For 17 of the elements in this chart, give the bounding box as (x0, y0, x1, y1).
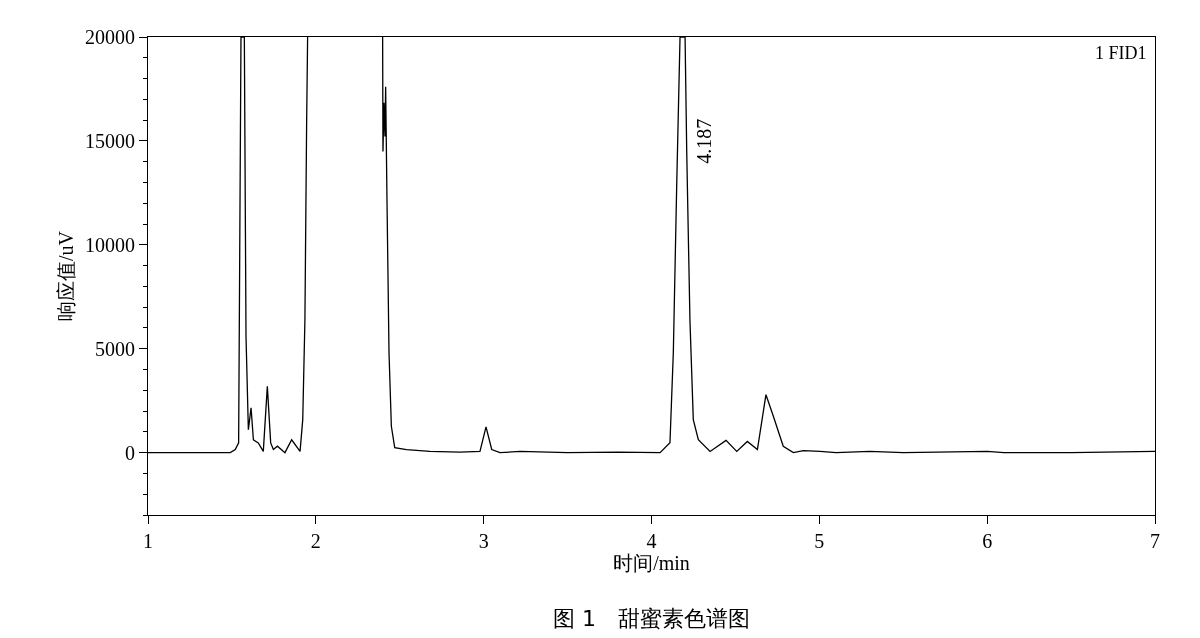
y-axis-title: 响应值/uV (54, 230, 77, 321)
y-tick-label: 10000 (85, 233, 135, 256)
caption: 图 1 甜蜜素色谱图 (553, 606, 750, 631)
x-tick-label: 2 (310, 530, 321, 552)
x-axis-title: 时间/min (613, 552, 690, 574)
annotation: 4.187 (692, 118, 715, 164)
x-tick-label: 6 (982, 530, 993, 552)
x-tick-label: 5 (814, 530, 825, 552)
x-tick-label: 1 (143, 530, 153, 552)
x-tick-label: 7 (1150, 530, 1160, 552)
x-tick-label: 4 (646, 530, 657, 552)
y-tick-label: 0 (125, 441, 135, 464)
y-tick-label: 5000 (95, 337, 135, 360)
y-tick-label: 15000 (85, 129, 135, 152)
y-tick-label: 20000 (85, 26, 135, 48)
x-tick-label: 3 (478, 530, 489, 552)
annotation: 1 FID1 (1095, 43, 1147, 63)
